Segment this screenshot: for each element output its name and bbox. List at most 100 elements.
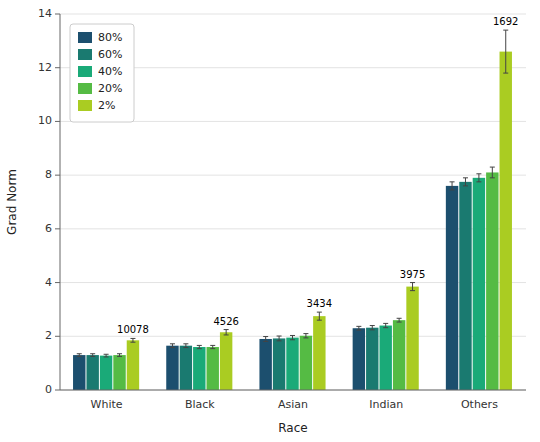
legend-swatch [78,49,92,60]
error-bar [397,318,402,322]
error-bar [183,344,188,348]
y-tick [55,282,60,283]
y-tick-label: 0 [45,383,52,396]
legend-swatch [78,83,92,94]
bar [459,182,471,390]
bars [73,30,512,390]
bar [273,338,285,390]
y-tick-label: 12 [38,61,52,74]
x-axis-label: Race [278,421,307,435]
y-tick-label: 2 [45,329,52,342]
error-bar [210,345,215,348]
y-axis-line [60,14,61,390]
bar [166,346,178,390]
legend-label: 60% [98,48,122,61]
legend-label: 40% [98,65,122,78]
bar [393,320,405,390]
bar [446,186,458,390]
y-tick [55,14,60,15]
bar [406,287,418,390]
bar [73,355,85,390]
grid-line [60,14,526,15]
bar [193,347,205,390]
x-tick-label: Asian [278,398,308,411]
error-bar [224,330,229,335]
error-bar [356,326,361,330]
error-bar [303,334,308,338]
x-tick-label: Black [185,398,215,411]
bar [486,172,498,390]
y-tick [55,336,60,337]
error-bar [383,323,388,327]
bar [473,178,485,390]
x-tick-label: White [91,398,123,411]
grid-line [60,175,526,176]
annotation: 1692 [493,16,518,27]
y-tick-label: 4 [45,276,52,289]
bar [100,356,112,390]
error-bar [317,312,322,320]
y-tick-label: 8 [45,168,52,181]
y-tick [55,67,60,68]
x-tick-label: Others [461,398,498,411]
bar [353,328,365,390]
error-bar [263,337,268,342]
error-bar [503,30,508,73]
y-tick-label: 14 [38,7,52,20]
error-bar [290,335,295,339]
plot-area [60,14,526,390]
legend-swatch [78,66,92,77]
bar [366,328,378,390]
bar [300,336,312,390]
error-bar [117,354,122,357]
bar [86,355,98,390]
legend-swatch [78,32,92,43]
x-axis-line [60,390,526,391]
error-bar [370,326,375,330]
y-tick [55,228,60,229]
error-bar [277,336,282,341]
y-tick [55,390,60,391]
error-bar [170,344,175,348]
bar [313,316,325,390]
y-tick [55,121,60,122]
grid-line [60,390,526,391]
legend-swatch [78,100,92,111]
error-bar [130,338,135,342]
bar [180,346,192,390]
y-axis: 0 2 4 6 8 10 12 14 [38,7,526,396]
annotation: 10078 [117,324,149,335]
error-bar [104,354,109,357]
legend-label: 2% [98,99,115,112]
error-bar [90,354,95,357]
error-bar [450,182,455,190]
bar [379,326,391,390]
error-bar [77,354,82,357]
y-tick-label: 6 [45,222,52,235]
bar [259,339,271,390]
annotation: 3434 [307,298,332,309]
legend-label: 20% [98,82,122,95]
chart: 0 2 4 6 8 10 12 14 White Black Asian Indian Others Ra… [0,0,540,442]
annotations: 10078 4526 3434 3975 1692 [117,16,518,335]
bar [207,347,219,390]
annotation: 4526 [213,316,238,327]
legend-box [70,24,134,122]
x-axis: White Black Asian Indian Others [91,398,499,411]
error-bar [490,167,495,178]
bar [500,52,512,390]
bar [220,332,232,390]
x-tick-label: Indian [369,398,403,411]
error-bar [197,345,202,348]
error-bar [476,174,481,182]
bar [127,340,139,390]
error-bar [410,283,415,291]
annotation: 3975 [400,269,425,280]
bar [113,355,125,390]
y-axis-label: Grad Norm [5,169,19,235]
y-tick-label: 10 [38,114,52,127]
legend-label: 80% [98,31,122,44]
legend: 80% 60% 40% 20% 2% [70,24,134,122]
bar [286,338,298,390]
y-tick [55,175,60,176]
